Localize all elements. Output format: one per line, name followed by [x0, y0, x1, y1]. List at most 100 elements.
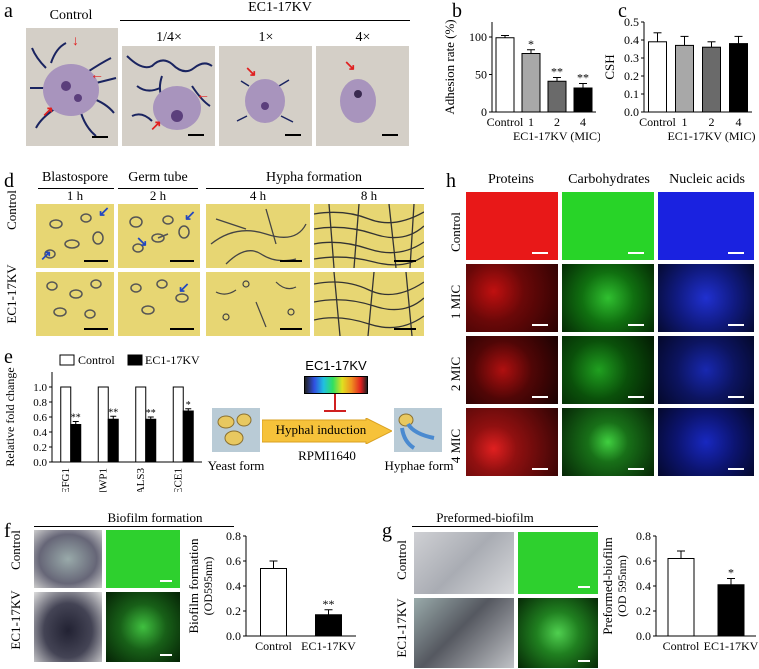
panel-f-row-control: Control — [8, 530, 23, 570]
y-tick-label: 0.6 — [33, 412, 47, 424]
y-tick-label: 0.8 — [33, 397, 47, 409]
panel-d-image — [314, 204, 424, 268]
legend-label: EC1-17KV — [145, 353, 200, 367]
x-tick-label: 2 — [709, 115, 715, 129]
scale-bar — [394, 260, 416, 262]
yeast-form-image — [212, 408, 260, 452]
y-tick-label: 0.0 — [624, 105, 639, 119]
y-tick-label: 0.8 — [636, 529, 651, 543]
x-tick-label: 4 — [736, 115, 742, 129]
fluor-image-protein — [466, 264, 558, 332]
y-tick-label: 0.3 — [624, 51, 639, 65]
divider — [38, 188, 114, 189]
scale-bar — [628, 324, 644, 326]
chart-b: 0 50 100 Adhesion rate (%) Control * 1 ** 2 ** 4EC… — [442, 19, 600, 143]
blue-arrow-icon: ↙ — [98, 205, 110, 220]
y-tick-label: 0 — [481, 105, 487, 119]
fluor-image-carbohydrate — [562, 264, 654, 332]
biofilm-fluor-image — [106, 592, 180, 662]
time-label: 1 h — [66, 188, 84, 203]
legend-swatch — [59, 354, 75, 366]
scale-bar — [188, 134, 204, 136]
divider — [118, 188, 198, 189]
fluor-image-nucleic — [658, 264, 754, 332]
hyphal-induction-label: Hyphal induction — [275, 422, 367, 437]
y-tick-label: 0.4 — [624, 33, 639, 47]
fluor-image-protein — [466, 192, 558, 260]
scale-bar — [728, 396, 744, 398]
panel-a-1x-label: 1× — [258, 30, 274, 45]
panel-d-image — [206, 272, 310, 336]
y-axis-label: Biofilm formation — [186, 538, 201, 633]
panel-a-letter: a — [4, 0, 13, 22]
bar — [675, 44, 694, 113]
bar — [729, 43, 748, 113]
medium-label: RPMI1640 — [298, 448, 356, 463]
panel-b-letter: b — [452, 0, 462, 22]
panel-d-letter: d — [4, 170, 14, 192]
y-tick-label: 0.2 — [226, 604, 241, 618]
y-tick-label: 0.4 — [636, 579, 651, 593]
bar — [60, 386, 72, 463]
bar — [70, 424, 82, 463]
panel-h-col-carbohydrates: Carbohydrates — [568, 172, 650, 187]
inhibition-line — [334, 394, 336, 412]
x-tick-label: 2 — [554, 115, 560, 129]
bar — [182, 410, 194, 463]
significance-mark: * — [186, 400, 191, 411]
fluor-image-carbohydrate — [562, 192, 654, 260]
panel-d-col-germ-tube: Germ tube — [128, 170, 188, 185]
bar — [573, 87, 593, 113]
x-tick-label: Control — [663, 639, 700, 653]
panel-d-row-control: Control — [4, 190, 19, 230]
x-tick-label: HWP1 — [97, 468, 109, 492]
scale-bar — [532, 396, 548, 398]
y-tick-label: 0.4 — [33, 427, 47, 439]
divider — [206, 188, 424, 189]
y-tick-label: 100 — [469, 30, 487, 44]
scale-bar — [160, 580, 172, 582]
hyphae-form-image — [394, 408, 442, 452]
scale-bar — [170, 328, 194, 330]
fluor-image-nucleic — [658, 192, 754, 260]
significance-mark: ** — [551, 65, 563, 79]
divider — [412, 526, 598, 527]
panel-a-image-1x: ↘ — [219, 46, 312, 146]
x-tick-label: EC1-17KV — [704, 639, 759, 653]
scale-bar — [170, 260, 194, 262]
significance-mark: ** — [71, 413, 81, 424]
significance-mark: ** — [108, 407, 118, 418]
scale-bar — [728, 468, 744, 470]
red-arrow-icon: ↘ — [245, 65, 257, 80]
scale-bar — [285, 134, 301, 136]
bar — [172, 386, 184, 463]
significance-mark: ** — [146, 408, 156, 419]
fluor-image-nucleic — [658, 336, 754, 404]
chart-f: 0.0 0.2 0.4 0.6 0.8 Biofilm formation (OD595nm… — [186, 529, 356, 653]
legend-swatch — [127, 354, 143, 366]
scale-bar — [280, 328, 302, 330]
panel-a-4x-label: 4× — [355, 30, 371, 45]
x-tick-label: Control — [255, 639, 292, 653]
fluor-image-nucleic — [658, 408, 754, 476]
panel-h-row-control: Control — [448, 212, 463, 252]
scale-bar — [628, 252, 644, 254]
preformed-biofilm-photo — [414, 598, 514, 668]
time-label: 4 h — [249, 188, 267, 203]
panel-d-image: ↙ ↗ — [36, 204, 114, 268]
panel-a-image-control: ↓ ← ↗ — [26, 28, 118, 146]
y-axis-label: Relative fold change — [3, 367, 17, 466]
red-arrow-icon: ↓ — [72, 34, 79, 49]
time-label: 8 h — [360, 188, 378, 203]
panel-d-image: ↘ ↙ — [118, 204, 200, 268]
scale-bar — [160, 654, 172, 656]
y-tick-label: 0.2 — [636, 604, 651, 618]
y-tick-label: 0.0 — [33, 457, 47, 469]
panel-a-control-label: Control — [49, 8, 93, 23]
panel-d-col-blastospore: Blastospore — [41, 170, 109, 185]
bar — [495, 37, 515, 113]
scale-bar — [578, 660, 590, 662]
panel-a-group-line — [120, 20, 410, 21]
bar — [97, 386, 109, 463]
fluor-image-carbohydrate — [562, 336, 654, 404]
